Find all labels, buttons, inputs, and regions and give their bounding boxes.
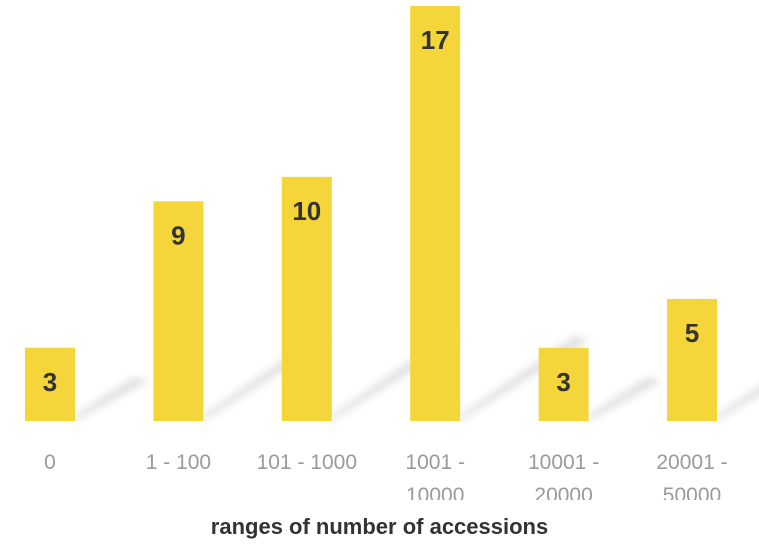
bar: [153, 201, 204, 421]
x-axis-tick-labels: 0 1 - 100 101 - 1000 1001 -10000 10001 -2000…: [44, 451, 727, 500]
x-tick-label: 1001 -10000: [405, 451, 465, 500]
bar: [667, 298, 717, 421]
bar: [410, 6, 461, 421]
value-labels: 3 9 10 17 3 5: [43, 25, 699, 397]
bar-value-label: 9: [171, 220, 185, 250]
x-axis-title: ranges of number of accessions: [210, 514, 549, 539]
x-tick-label: 0: [44, 451, 56, 474]
x-tick-label: 20001 -50000: [656, 451, 727, 500]
bar-value-label: 3: [556, 367, 570, 397]
bars: [25, 6, 717, 421]
bar: [538, 347, 589, 421]
bar-value-label: 10: [292, 196, 321, 226]
x-tick-label: 10001 -20000: [528, 451, 599, 500]
bar-value-label: 3: [43, 367, 57, 397]
bar-chart: 3 9 10 17 3 5 0 1 - 100 101 - 1000 1001 -10000 10…: [25, 6, 759, 500]
bar-shadow: [717, 386, 759, 421]
x-tick-label: 1 - 100: [146, 451, 211, 474]
bar-value-label: 5: [685, 318, 699, 348]
x-tick-label: 101 - 1000: [257, 451, 357, 474]
bar: [281, 176, 332, 421]
bar-value-label: 17: [421, 25, 450, 55]
bar-shadow: [75, 377, 149, 421]
bar-shadow: [588, 377, 662, 421]
bar: [25, 347, 75, 421]
